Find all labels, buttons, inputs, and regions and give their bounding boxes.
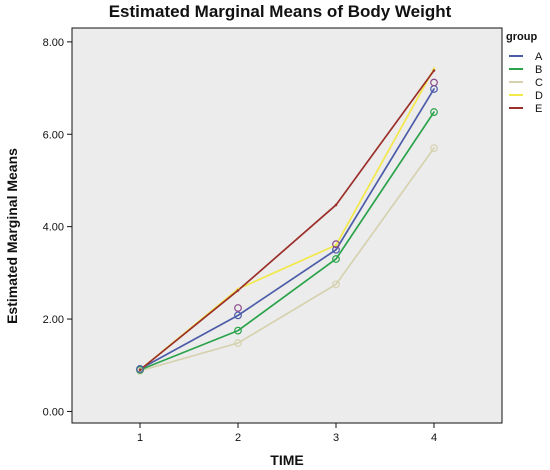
series-line-a (139, 88, 435, 370)
series-lines (139, 67, 435, 372)
data-point-e (138, 368, 142, 372)
data-point-c (234, 339, 242, 347)
legend-title: group (506, 31, 537, 43)
data-point-e (236, 289, 240, 292)
legend-label-a: A (535, 51, 543, 63)
data-point-e-marker (430, 78, 438, 87)
data-point-e-marker (234, 304, 242, 312)
data-point-a (332, 245, 340, 254)
data-point-c (430, 144, 438, 153)
data-point-a (234, 311, 242, 320)
x-tick-label: 3 (333, 432, 339, 444)
data-point-e-marker (332, 240, 340, 249)
y-tick-label: 6.00 (43, 129, 64, 141)
data-point-a (136, 365, 144, 373)
legend-label-b: B (535, 64, 542, 76)
y-tick-label: 0.00 (43, 406, 64, 418)
data-point-b (332, 255, 340, 263)
x-axis: 1 2 3 4 (137, 423, 437, 444)
plot-area (71, 27, 503, 424)
x-tick-label: 4 (431, 432, 437, 444)
data-point-c (332, 280, 340, 289)
series-line-e (139, 69, 435, 371)
data-point-e (432, 69, 436, 72)
y-tick-label: 8.00 (43, 37, 64, 49)
data-point-b (234, 326, 242, 335)
x-axis-title: TIME (270, 452, 303, 468)
y-axis-title: Estimated Marginal Means (4, 148, 20, 324)
legend-label-d: D (535, 90, 543, 102)
data-point-e (334, 203, 338, 207)
x-tick-label: 2 (235, 432, 241, 444)
legend-label-c: C (535, 77, 543, 89)
series-markers (136, 67, 438, 375)
y-tick-label: 4.00 (43, 222, 64, 234)
y-tick-label: 2.00 (43, 314, 64, 326)
legend-label-e: E (535, 103, 542, 115)
x-tick-label: 1 (137, 432, 143, 444)
data-point-d (334, 243, 338, 247)
data-point-d (432, 67, 436, 70)
series-line-b (139, 111, 435, 371)
data-point-b (430, 108, 438, 116)
series-line-c (139, 147, 435, 372)
y-axis: 0.00 2.00 4.00 6.00 8.00 (43, 37, 72, 418)
chart-title: Estimated Marginal Means of Body Weight (109, 2, 452, 21)
